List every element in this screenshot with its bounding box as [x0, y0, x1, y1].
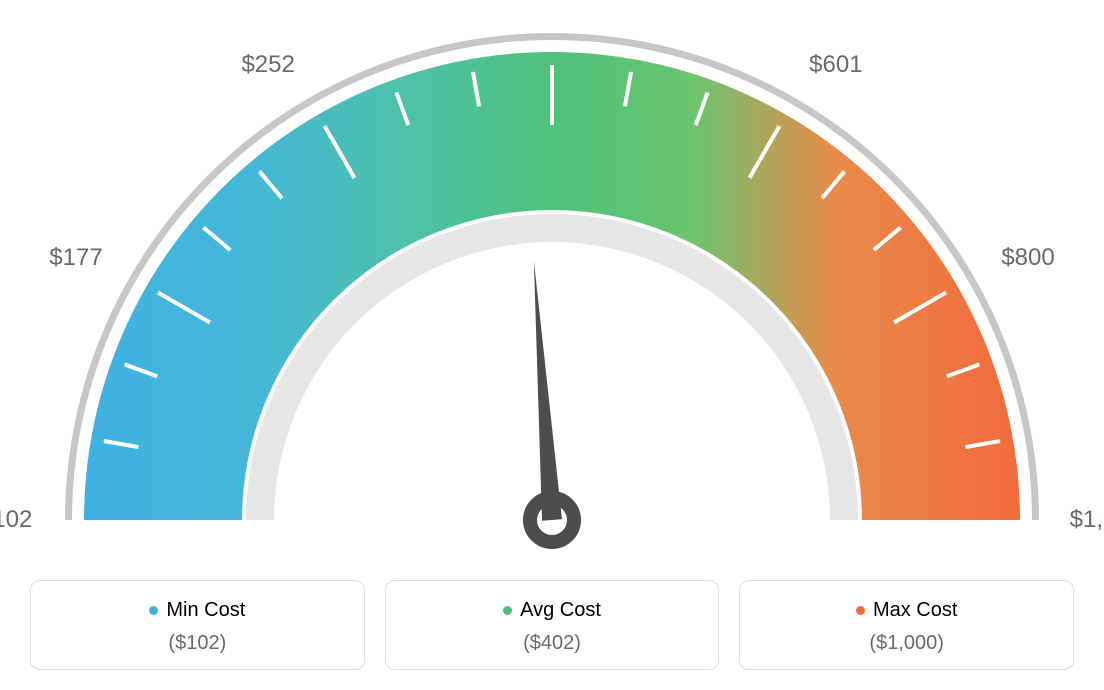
legend-card-max: Max Cost ($1,000): [739, 580, 1074, 670]
legend-value-avg: ($402): [386, 632, 719, 655]
gauge-tick-label: $1,000: [1070, 506, 1104, 534]
gauge-area: $102$177$252$402$601$800$1,000: [0, 0, 1104, 560]
legend-title-max: Max Cost: [856, 599, 957, 622]
legend-title-min: Min Cost: [149, 599, 245, 622]
legend-title-text: Avg Cost: [520, 599, 601, 622]
dot-icon: [856, 606, 865, 615]
legend-title-text: Min Cost: [166, 599, 245, 622]
gauge-svg: [0, 0, 1104, 560]
dot-icon: [149, 606, 158, 615]
legend-card-min: Min Cost ($102): [30, 580, 365, 670]
gauge-tick-label: $102: [0, 506, 32, 534]
gauge-tick-label: $601: [809, 51, 862, 79]
legend-title-avg: Avg Cost: [503, 599, 601, 622]
legend-title-text: Max Cost: [873, 599, 957, 622]
gauge-tick-label: $177: [49, 244, 102, 272]
gauge-chart-container: $102$177$252$402$601$800$1,000 Min Cost …: [0, 0, 1104, 690]
legend-card-avg: Avg Cost ($402): [385, 580, 720, 670]
gauge-tick-label: $252: [241, 51, 294, 79]
legend-value-max: ($1,000): [740, 632, 1073, 655]
dot-icon: [503, 606, 512, 615]
gauge-tick-label: $800: [1001, 244, 1054, 272]
legend-row: Min Cost ($102) Avg Cost ($402) Max Cost…: [0, 580, 1104, 670]
legend-value-min: ($102): [31, 632, 364, 655]
